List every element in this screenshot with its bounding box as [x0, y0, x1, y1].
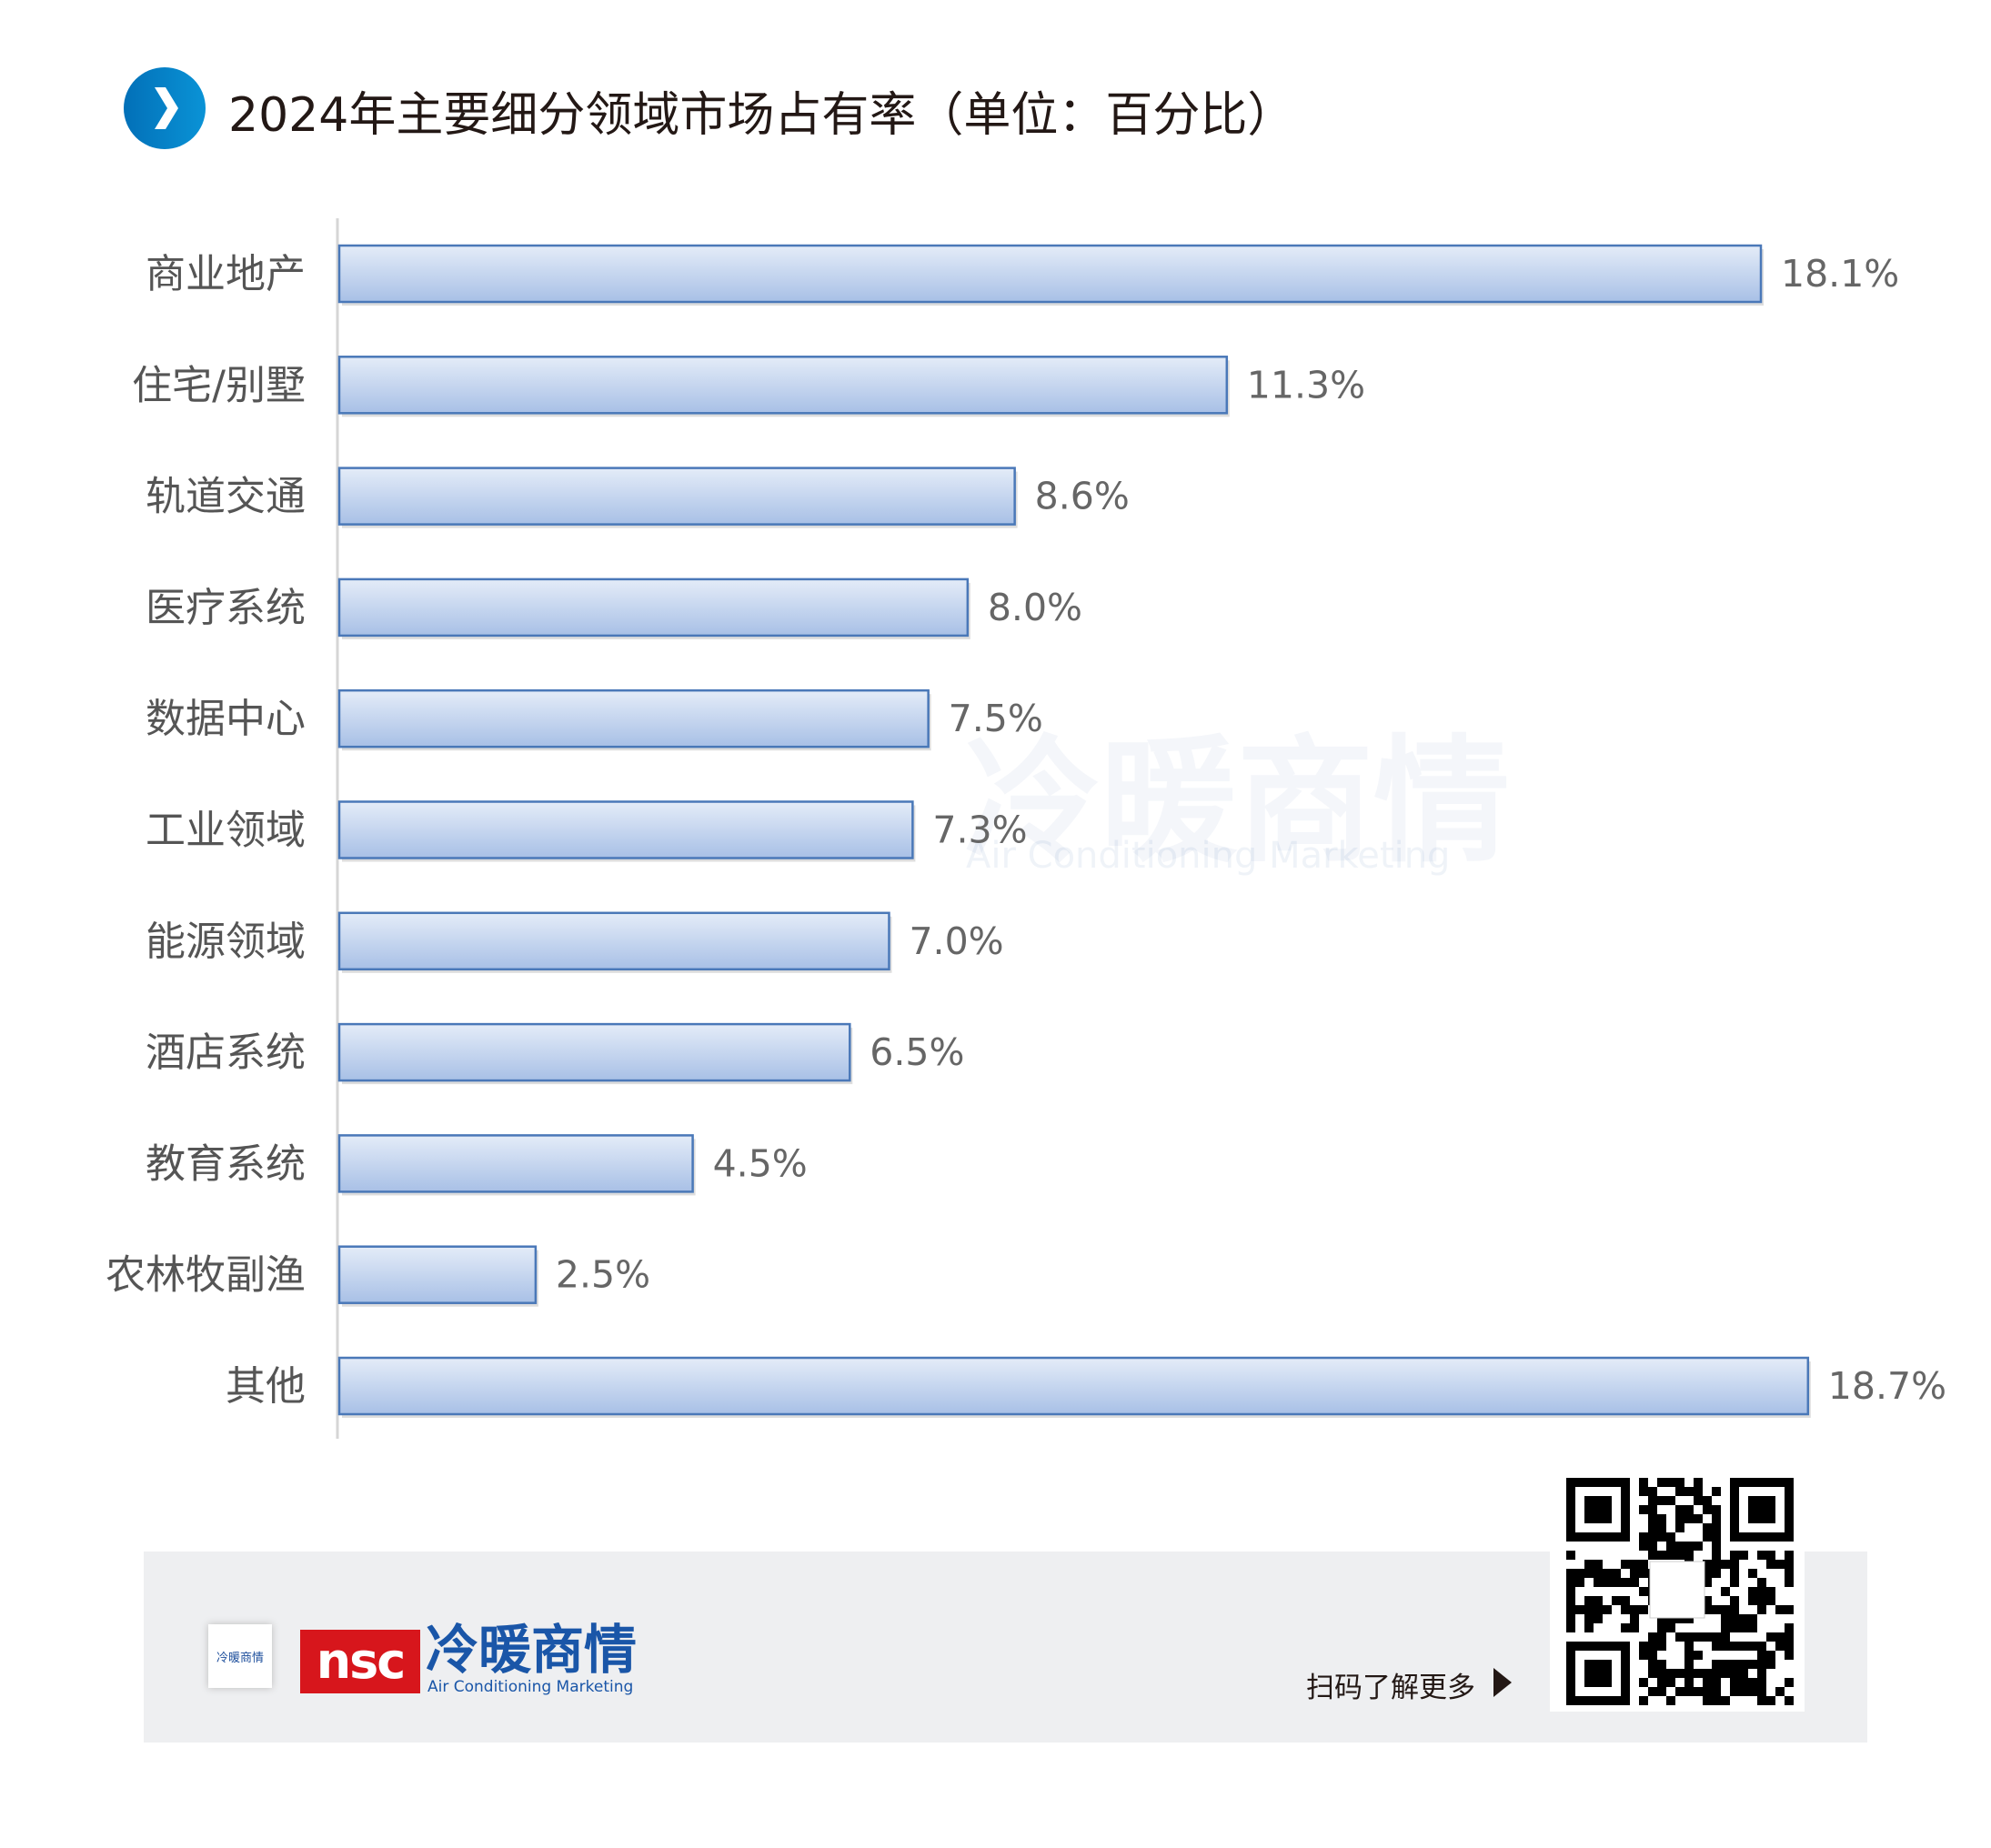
- small-logo: 冷暖商情: [208, 1624, 272, 1688]
- bar: [337, 1245, 538, 1304]
- value-label: 2.5%: [556, 1253, 650, 1297]
- brand-name-en: Air Conditioning Marketing: [427, 1678, 634, 1696]
- bar: [337, 467, 1016, 526]
- value-label: 7.3%: [932, 808, 1027, 852]
- bar: [337, 911, 890, 971]
- watermark: 冷暖商情: [964, 723, 1511, 881]
- value-label: 18.1%: [1781, 252, 1899, 296]
- chevron-right-icon: [124, 67, 206, 149]
- bar: [337, 1356, 1810, 1416]
- bar: [337, 800, 914, 859]
- category-label: 商业地产: [146, 251, 306, 297]
- value-label: 8.6%: [1035, 475, 1130, 518]
- bar: [337, 356, 1229, 415]
- value-label: 7.5%: [949, 697, 1043, 740]
- category-label: 医疗系统: [146, 585, 306, 631]
- bar: [337, 578, 970, 638]
- bar: [337, 1134, 694, 1193]
- category-label: 其他: [226, 1363, 306, 1410]
- qr-code[interactable]: [1550, 1471, 1805, 1712]
- value-label: 7.0%: [909, 919, 1003, 963]
- value-label: 18.7%: [1828, 1364, 1946, 1408]
- brand-name: 冷暖商情: [426, 1619, 638, 1681]
- value-label: 4.5%: [713, 1141, 808, 1185]
- arrow-right-icon: [1493, 1668, 1512, 1697]
- category-label: 能源领域: [146, 919, 306, 965]
- chart-title: 2024年主要细分领域市场占有率（单位：百分比）: [228, 88, 1295, 143]
- category-label: 农林牧副渔: [106, 1252, 306, 1299]
- scan-text: 扫码了解更多: [1306, 1672, 1475, 1704]
- qr-code-image: [1566, 1478, 1794, 1705]
- nsc-logo: nsc: [300, 1630, 420, 1693]
- watermark-en: Air Conditioning Marketing: [966, 835, 1451, 877]
- value-label: 11.3%: [1247, 363, 1365, 407]
- category-label: 教育系统: [146, 1140, 306, 1187]
- category-label: 数据中心: [146, 696, 306, 742]
- value-label: 8.0%: [988, 586, 1082, 629]
- value-label: 6.5%: [870, 1030, 964, 1074]
- category-label: 酒店系统: [146, 1029, 306, 1076]
- bar-chart: 商业地产 18.1% 住宅/别墅 11.3% 轨道交通 8.6% 医疗系统 8.0% 数据中心 7…: [106, 218, 1946, 1439]
- category-label: 住宅/别墅: [132, 362, 306, 408]
- category-label: 工业领域: [146, 808, 306, 854]
- bar: [337, 1022, 851, 1082]
- bar: [337, 688, 930, 748]
- category-label: 轨道交通: [146, 474, 306, 520]
- bar: [337, 244, 1763, 304]
